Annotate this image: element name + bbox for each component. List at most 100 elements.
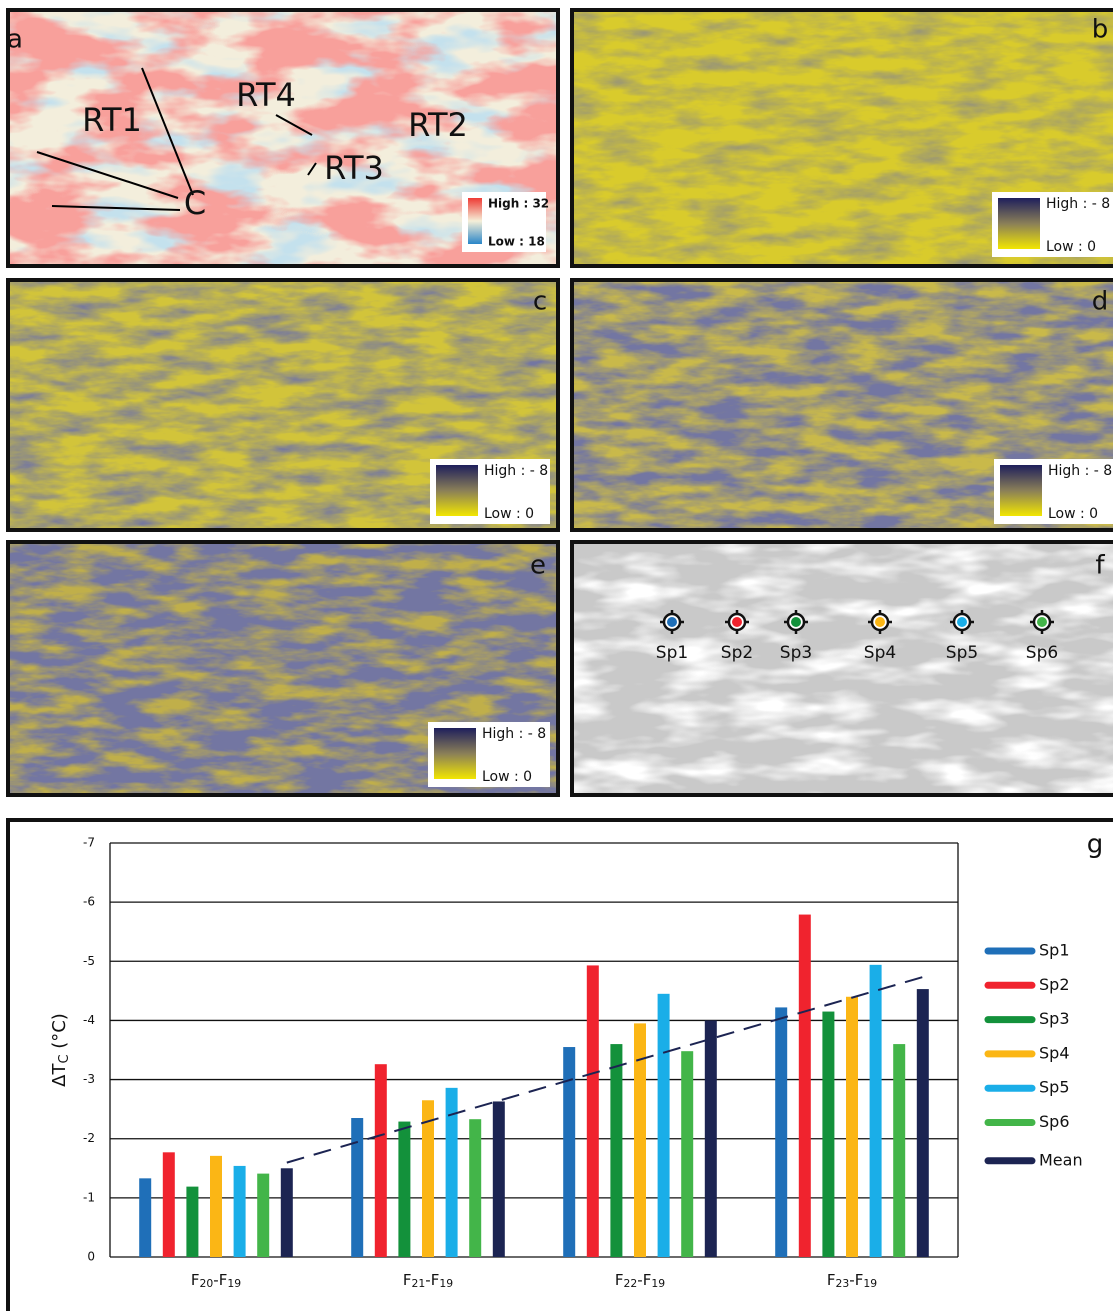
y-tick-label: 0 [87, 1250, 95, 1264]
bar [374, 1064, 387, 1257]
bar [563, 1047, 576, 1257]
annotation-line [275, 114, 313, 136]
legend-high: High : - 8 [1048, 463, 1112, 479]
bar [775, 1007, 788, 1257]
bar [398, 1121, 411, 1257]
x-tick-label: F22-F19 [615, 1271, 665, 1290]
legend-label: Mean [1039, 1150, 1083, 1169]
y-tick-label: -6 [83, 895, 95, 909]
legend-label: Sp5 [1039, 1078, 1070, 1097]
bar [162, 1152, 175, 1257]
bar [869, 964, 882, 1257]
panel-letter: b [1092, 15, 1109, 45]
bar [586, 965, 599, 1257]
color-ramp [1000, 465, 1042, 516]
spot-label: Sp6 [1026, 643, 1058, 663]
region-label: RT1 [82, 101, 142, 139]
bar [186, 1186, 199, 1257]
annotation-line [307, 162, 317, 176]
color-ramp [434, 728, 476, 779]
spot-label: Sp5 [946, 643, 978, 663]
annotation-line [51, 205, 181, 211]
bar [469, 1119, 482, 1257]
spot-dot [875, 617, 885, 627]
bar [634, 1023, 646, 1257]
panel-letter: g [1087, 830, 1104, 860]
bar [610, 1044, 623, 1257]
bar [846, 996, 858, 1257]
y-tick-label: -4 [83, 1013, 95, 1027]
region-label: RT2 [408, 106, 468, 144]
spot-label: Sp1 [656, 643, 688, 663]
panel-frame [570, 8, 1113, 268]
region-label: C [184, 184, 206, 222]
panel-frame [6, 540, 560, 797]
color-ramp [998, 198, 1040, 249]
legend-label: Sp3 [1039, 1009, 1070, 1028]
spot-dot [791, 617, 801, 627]
legend-high: High : 32 [488, 197, 549, 211]
legend-high: High : - 8 [1046, 196, 1110, 212]
spot-label: Sp2 [721, 643, 753, 663]
legend-label: Sp2 [1039, 975, 1070, 994]
y-tick-label: -3 [83, 1072, 95, 1086]
color-ramp [436, 465, 478, 516]
region-label: RT3 [324, 149, 384, 187]
bar [139, 1178, 152, 1257]
x-tick-label: F20-F19 [191, 1271, 241, 1290]
spot-dot [732, 617, 742, 627]
legend-low: Low : 0 [482, 769, 532, 785]
panel-letter: c [533, 287, 547, 317]
annotation-lines [36, 67, 317, 211]
panel-frame [6, 8, 560, 268]
region-label: RT4 [236, 76, 296, 114]
spot-dot [667, 617, 677, 627]
panel-letter: f [1095, 551, 1105, 581]
spot-dot [1037, 617, 1047, 627]
bar [210, 1155, 222, 1257]
bar [657, 993, 670, 1257]
panel-letter: e [530, 551, 546, 581]
legend-label: Sp1 [1039, 941, 1070, 960]
legend-label: Sp6 [1039, 1112, 1070, 1131]
panel-frame [570, 278, 1113, 532]
color-ramp [468, 198, 482, 244]
bar [445, 1087, 458, 1257]
panel-letter: a [7, 25, 23, 55]
legend-low: Low : 0 [1048, 506, 1098, 522]
y-tick-label: -7 [83, 836, 95, 850]
legend-low: Low : 0 [1046, 239, 1096, 255]
bar [280, 1168, 293, 1257]
annotation-line [36, 151, 179, 199]
panel-frame [6, 278, 560, 532]
bar [681, 1051, 694, 1257]
legend-high: High : - 8 [482, 726, 546, 742]
spot-dot [957, 617, 967, 627]
panel-frame [570, 540, 1113, 797]
bar [422, 1100, 434, 1257]
y-tick-label: -5 [83, 954, 95, 968]
bar [351, 1118, 364, 1257]
legend-high: High : - 8 [484, 463, 548, 479]
bar [822, 1011, 835, 1257]
legend-label: Sp4 [1039, 1043, 1070, 1062]
bar [492, 1101, 505, 1257]
annotation-line [141, 67, 194, 196]
bar [798, 914, 811, 1257]
bar [704, 1020, 717, 1257]
y-tick-label: -1 [83, 1190, 95, 1204]
y-axis-label: ΔTC (°C) [49, 1013, 72, 1087]
panel-letter: d [1092, 287, 1109, 317]
bar [893, 1044, 906, 1257]
legend-low: Low : 18 [488, 235, 545, 249]
spot-label: Sp4 [864, 643, 896, 663]
legend-low: Low : 0 [484, 506, 534, 522]
bar [233, 1165, 246, 1257]
bar [257, 1173, 270, 1257]
panel-texture [572, 542, 1113, 795]
spot-label: Sp3 [780, 643, 812, 663]
x-tick-label: F21-F19 [403, 1271, 453, 1290]
y-tick-label: -2 [83, 1131, 95, 1145]
